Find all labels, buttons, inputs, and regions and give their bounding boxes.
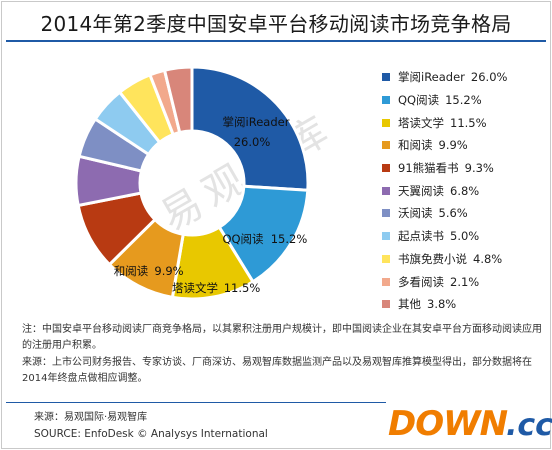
chart-legend: 掌阅iReader 26.0% QQ阅读 15.2% 塔读文学 11.5% 和阅读 9.9% 9… (382, 66, 547, 316)
legend-label: 起点读书 (398, 229, 444, 244)
legend-label: 天翼阅读 (398, 183, 444, 198)
legend-item: 天翼阅读 6.8% (382, 179, 547, 202)
legend-value: 5.6% (438, 206, 468, 221)
legend-swatch (382, 186, 390, 195)
legend-item: 多看阅读 2.1% (382, 270, 547, 293)
legend-swatch (382, 164, 390, 173)
legend-label: 91熊猫看书 (398, 161, 459, 176)
legend-label: 和阅读 (398, 138, 433, 153)
logo-tld-text: .cc (506, 408, 552, 443)
down-cc-logo: DOWN .cc (384, 402, 552, 448)
legend-item: QQ阅读 15.2% (382, 89, 547, 112)
legend-value: 5.0% (450, 229, 480, 244)
legend-item: 和阅读 9.9% (382, 134, 547, 157)
slice-label-heyuedu-name: 和阅读 (114, 264, 149, 278)
legend-label: 其他 (398, 297, 421, 312)
slice-labels: 掌阅iReader 26.0% QQ阅读 15.2% 塔读文学 11.5% 和阅… (114, 115, 308, 295)
note-source-method: 来源：上市公司财务报告、专家访谈、厂商深访、易观智库数据监测产品以及易观智库推算… (22, 357, 532, 384)
legend-value: 26.0% (470, 70, 508, 85)
source-divider (6, 402, 386, 403)
slice-label-ireader-name: 掌阅iReader (223, 115, 290, 129)
legend-value: 9.9% (438, 138, 468, 153)
slice-label-tadu-name: 塔读文学 (172, 281, 218, 295)
legend-swatch (382, 209, 390, 218)
source-english: SOURCE: EnfoDesk © Analysys Internationa… (34, 428, 268, 440)
legend-label: 多看阅读 (398, 274, 444, 289)
donut-slice-1 (190, 65, 310, 192)
chart-title: 2014年第2季度中国安卓平台移动阅读市场竞争格局 (40, 12, 512, 36)
legend-value: 15.2% (445, 93, 482, 108)
legend-label: 塔读文学 (398, 115, 444, 130)
legend-label: 书旗免费小说 (398, 251, 467, 266)
slice-label-heyuedu-value: 9.9% (154, 264, 183, 278)
legend-item: 其他 3.8% (382, 293, 547, 316)
legend-value: 9.3% (464, 161, 494, 176)
legend-swatch (382, 96, 390, 105)
slice-label-tadu-value: 11.5% (224, 281, 261, 295)
legend-swatch (382, 232, 390, 241)
legend-swatch (382, 141, 390, 150)
legend-item: 塔读文学 11.5% (382, 111, 547, 134)
slice-label-ireader-value: 26.0% (234, 135, 271, 149)
legend-label: 沃阅读 (398, 206, 433, 221)
legend-swatch (382, 254, 390, 263)
donut-slices (74, 65, 310, 301)
legend-swatch (382, 73, 390, 82)
legend-item: 起点读书 5.0% (382, 225, 547, 248)
legend-value: 3.8% (427, 297, 457, 312)
title-divider (6, 40, 546, 42)
legend-label: QQ阅读 (398, 93, 440, 108)
source-chinese: 来源：易观国际·易观智库 (34, 412, 148, 423)
donut-slice-11 (162, 65, 194, 135)
legend-value: 2.1% (450, 274, 480, 289)
legend-value: 11.5% (450, 115, 487, 130)
legend-value: 6.8% (450, 183, 480, 198)
legend-swatch (382, 277, 390, 286)
logo-main-text: DOWN (388, 404, 508, 444)
legend-item: 掌阅iReader 26.0% (382, 66, 547, 89)
legend-label: 掌阅iReader (398, 70, 465, 85)
legend-swatch (382, 300, 390, 309)
slice-label-qq-value: 15.2% (271, 232, 308, 246)
legend-value: 4.8% (473, 251, 503, 266)
legend-item: 沃阅读 5.6% (382, 202, 547, 225)
slice-label-qq-name: QQ阅读 (222, 232, 264, 246)
legend-item: 91熊猫看书 9.3% (382, 157, 547, 180)
chart-notes: 注：中国安卓平台移动阅读厂商竞争格局，以其累积注册用户规模计，即中国阅读企业在其… (22, 322, 542, 388)
note-definition: 注：中国安卓平台移动阅读厂商竞争格局，以其累积注册用户规模计，即中国阅读企业在其… (22, 324, 542, 351)
legend-item: 书旗免费小说 4.8% (382, 248, 547, 271)
legend-swatch (382, 118, 390, 127)
